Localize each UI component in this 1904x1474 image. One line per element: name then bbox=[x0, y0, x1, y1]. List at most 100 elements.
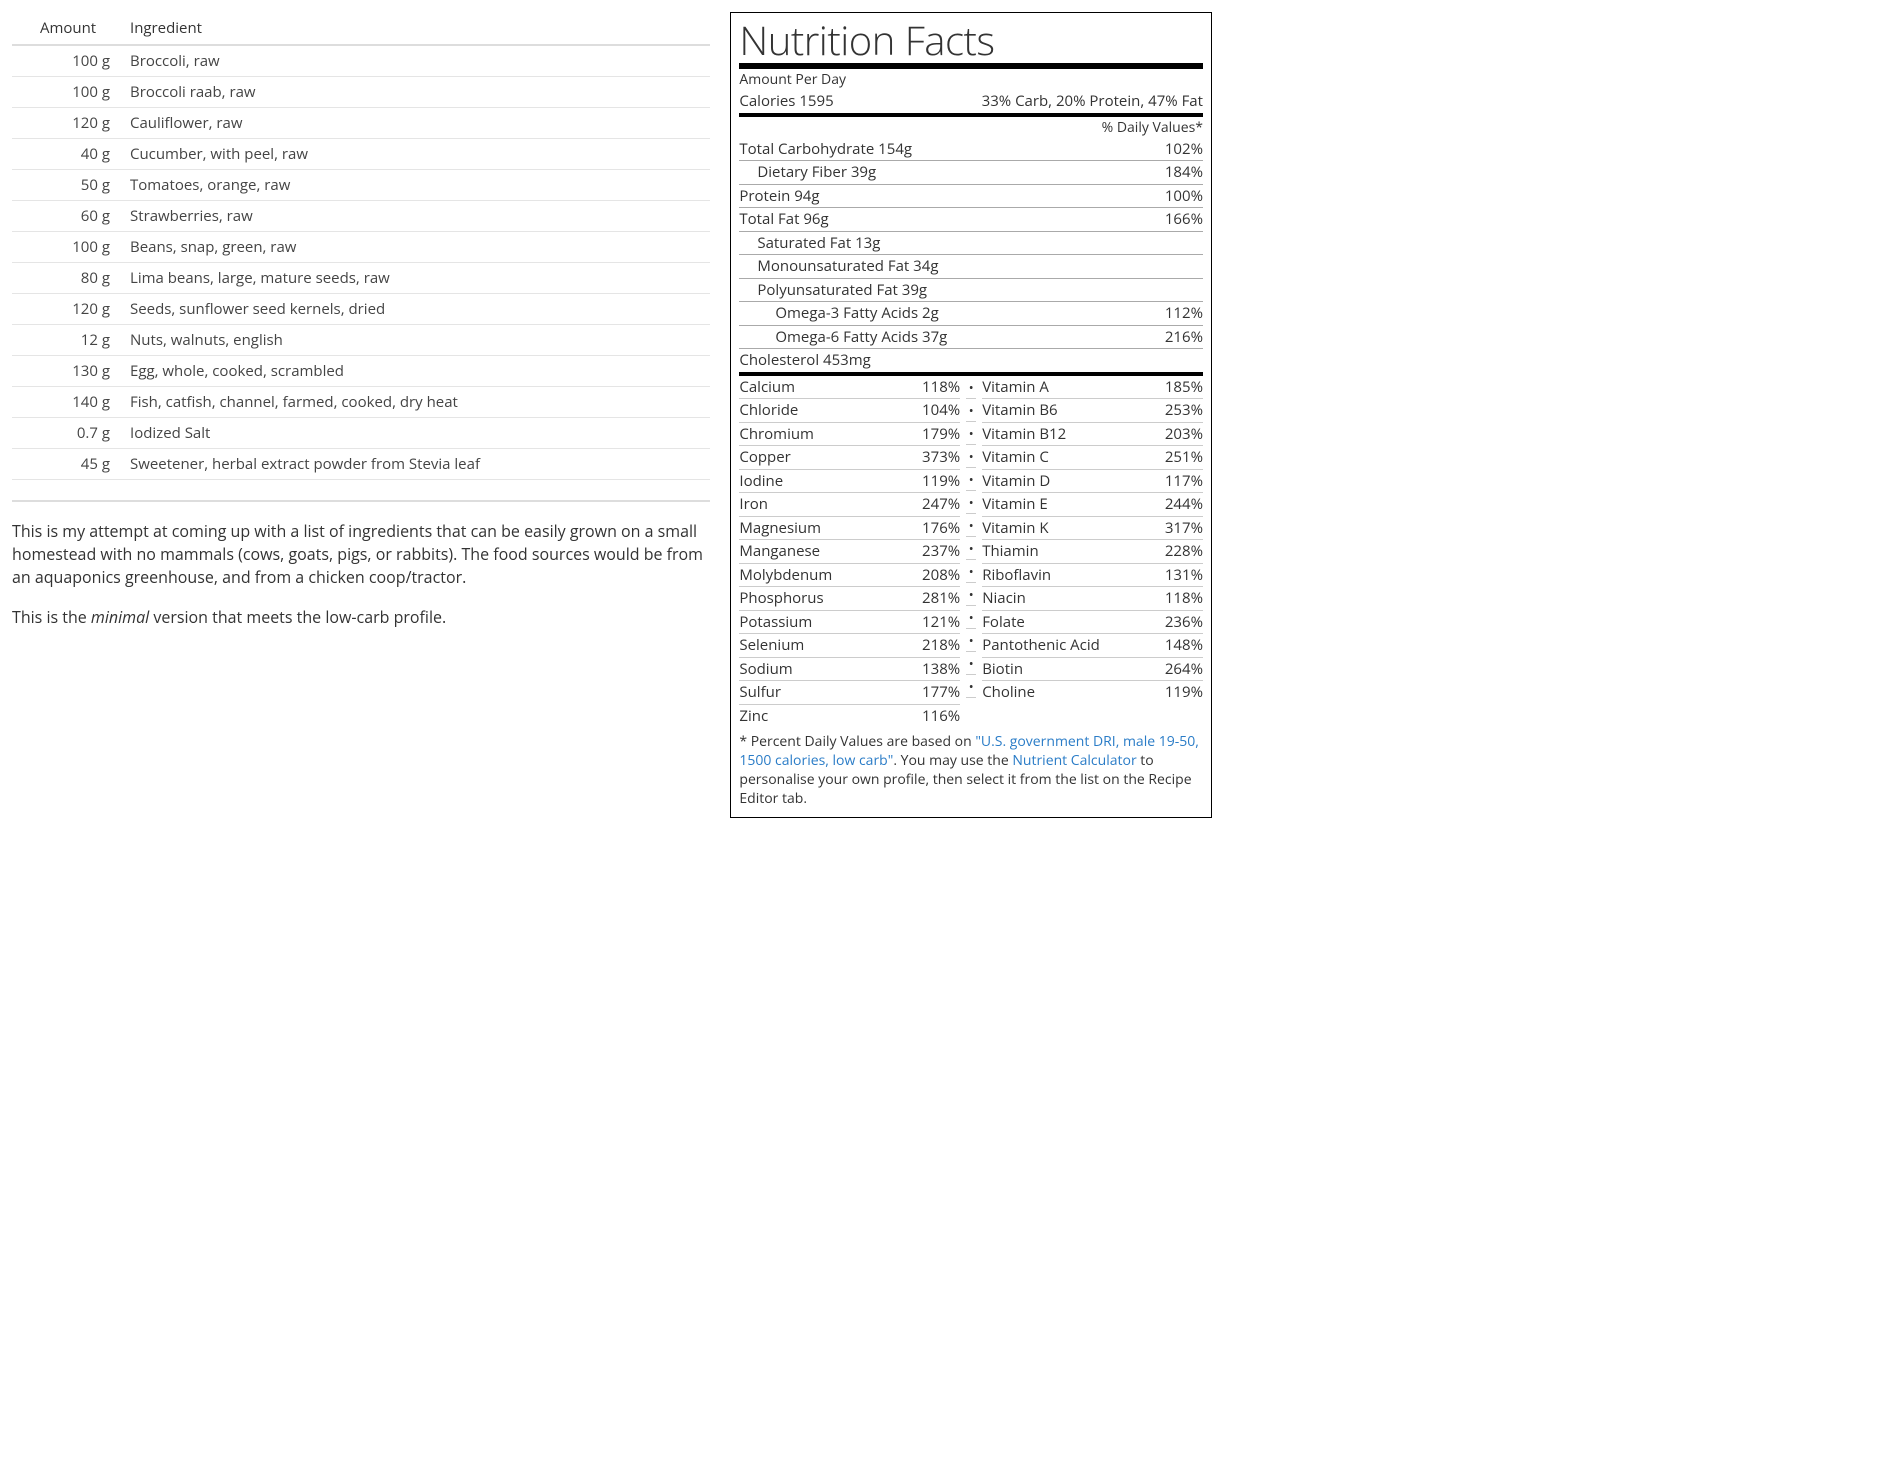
ingredient-name: Egg, whole, cooked, scrambled bbox=[120, 356, 710, 387]
bullet-icon bbox=[966, 697, 976, 698]
micro-label: Iodine bbox=[739, 470, 783, 493]
table-row: 50 gTomatoes, orange, raw bbox=[12, 170, 710, 201]
macro-label: Monounsaturated Fat 34g bbox=[739, 255, 938, 278]
micro-label: Pantothenic Acid bbox=[982, 634, 1100, 657]
micro-row: Pantothenic Acid148% bbox=[982, 633, 1203, 657]
macro-label: Total Carbohydrate 154g bbox=[739, 138, 912, 161]
micro-label: Niacin bbox=[982, 587, 1026, 610]
micro-label: Zinc bbox=[739, 705, 768, 728]
ingredient-name: Sweetener, herbal extract powder from St… bbox=[120, 449, 710, 480]
micro-label: Biotin bbox=[982, 658, 1023, 681]
ingredient-amount: 100 g bbox=[12, 77, 120, 108]
table-row: 130 gEgg, whole, cooked, scrambled bbox=[12, 356, 710, 387]
description-block: This is my attempt at coming up with a l… bbox=[12, 520, 710, 629]
para2-post: version that meets the low-carb profile. bbox=[149, 606, 446, 628]
micro-pct: 244% bbox=[1165, 493, 1203, 516]
footnote-pre: * Percent Daily Values are based on bbox=[739, 732, 975, 751]
micro-pct: 121% bbox=[922, 611, 960, 634]
nutrient-calculator-link[interactable]: Nutrient Calculator bbox=[1012, 751, 1136, 770]
micro-row: Thiamin228% bbox=[982, 539, 1203, 563]
micro-row: Vitamin A185% bbox=[982, 376, 1203, 399]
ingredient-name: Strawberries, raw bbox=[120, 201, 710, 232]
table-row: 100 gBeans, snap, green, raw bbox=[12, 232, 710, 263]
micro-pct: 119% bbox=[922, 470, 960, 493]
table-row: 120 gCauliflower, raw bbox=[12, 108, 710, 139]
micro-pct: 203% bbox=[1165, 423, 1203, 446]
ingredient-name: Cauliflower, raw bbox=[120, 108, 710, 139]
table-row: 45 gSweetener, herbal extract powder fro… bbox=[12, 449, 710, 480]
micro-pct: 177% bbox=[922, 681, 960, 704]
macro-row: Saturated Fat 13g bbox=[739, 232, 1203, 255]
micro-row: Phosphorus281% bbox=[739, 586, 960, 610]
micro-label: Iron bbox=[739, 493, 768, 516]
micro-label: Sulfur bbox=[739, 681, 781, 704]
bullet-icon: • bbox=[966, 444, 976, 467]
micro-pct: 237% bbox=[922, 540, 960, 563]
micro-row: Zinc 116% bbox=[739, 704, 960, 728]
bullet-icon: • bbox=[966, 376, 976, 398]
micro-label: Sodium bbox=[739, 658, 792, 681]
micro-label: Vitamin K bbox=[982, 517, 1048, 540]
micro-label: Phosphorus bbox=[739, 587, 823, 610]
table-row: 0.7 gIodized Salt bbox=[12, 418, 710, 449]
micro-row: Iron247% bbox=[739, 492, 960, 516]
micro-row: Sulfur 177% bbox=[739, 680, 960, 704]
micro-row: Biotin264% bbox=[982, 657, 1203, 681]
micro-pct: 131% bbox=[1165, 564, 1203, 587]
macro-label: Omega-6 Fatty Acids 37g bbox=[739, 326, 947, 349]
micro-pct: 253% bbox=[1165, 399, 1203, 422]
micro-row: Selenium218% bbox=[739, 633, 960, 657]
micro-label: Vitamin E bbox=[982, 493, 1048, 516]
dv-header: % Daily Values* bbox=[739, 117, 1203, 138]
bullet-icon: • bbox=[966, 674, 976, 697]
micro-row: Magnesium176% bbox=[739, 516, 960, 540]
micro-row: Potassium 121% bbox=[739, 610, 960, 634]
ingredient-amount: 40 g bbox=[12, 139, 120, 170]
left-column: Amount Ingredient 100 gBroccoli, raw100 … bbox=[12, 12, 710, 818]
micro-row: Vitamin K317% bbox=[982, 516, 1203, 540]
micro-label: Copper bbox=[739, 446, 790, 469]
micro-label: Molybdenum bbox=[739, 564, 832, 587]
micro-label: Vitamin D bbox=[982, 470, 1050, 493]
ingredient-amount: 0.7 g bbox=[12, 418, 120, 449]
para2-em: minimal bbox=[91, 606, 149, 628]
macro-label: Omega-3 Fatty Acids 2g bbox=[739, 302, 938, 325]
bullet-icon: • bbox=[966, 513, 976, 536]
bullet-icon: • bbox=[966, 628, 976, 651]
micro-pct: 176% bbox=[922, 517, 960, 540]
ingredient-name: Beans, snap, green, raw bbox=[120, 232, 710, 263]
micro-row: Vitamin C251% bbox=[982, 445, 1203, 469]
micro-pct: 138% bbox=[922, 658, 960, 681]
nutrition-footnote: * Percent Daily Values are based on "U.S… bbox=[739, 733, 1203, 809]
description-para1: This is my attempt at coming up with a l… bbox=[12, 520, 710, 590]
ingredient-amount: 50 g bbox=[12, 170, 120, 201]
micro-row: Sodium 138% bbox=[739, 657, 960, 681]
macro-row: Polyunsaturated Fat 39g bbox=[739, 279, 1203, 302]
micro-pct: 218% bbox=[922, 634, 960, 657]
bullet-icon: • bbox=[966, 651, 976, 674]
micro-pct: 119% bbox=[1165, 681, 1203, 704]
ingredient-amount: 60 g bbox=[12, 201, 120, 232]
micro-label: Folate bbox=[982, 611, 1025, 634]
macro-row: Dietary Fiber 39g184% bbox=[739, 161, 1203, 184]
ingredients-table: Amount Ingredient 100 gBroccoli, raw100 … bbox=[12, 12, 710, 502]
table-row: 100 gBroccoli raab, raw bbox=[12, 77, 710, 108]
bullet-icon: • bbox=[966, 605, 976, 628]
micro-label: Potassium bbox=[739, 611, 812, 634]
ingredient-name: Seeds, sunflower seed kernels, dried bbox=[120, 294, 710, 325]
macro-label: Dietary Fiber 39g bbox=[739, 161, 876, 184]
right-column: Nutrition Facts Amount Per Day Calories … bbox=[730, 12, 1212, 818]
table-row: 100 gBroccoli, raw bbox=[12, 45, 710, 77]
macro-pct: 102% bbox=[1165, 138, 1203, 161]
ingredient-amount: 120 g bbox=[12, 294, 120, 325]
micro-row: Molybdenum208% bbox=[739, 563, 960, 587]
nutrition-facts-label: Nutrition Facts Amount Per Day Calories … bbox=[730, 12, 1212, 818]
micro-pct: 116% bbox=[922, 705, 960, 728]
table-row: 80 gLima beans, large, mature seeds, raw bbox=[12, 263, 710, 294]
ingredient-amount: 12 g bbox=[12, 325, 120, 356]
micro-label: Vitamin B6 bbox=[982, 399, 1057, 422]
ingredient-name: Broccoli, raw bbox=[120, 45, 710, 77]
table-row: 140 gFish, catfish, channel, farmed, coo… bbox=[12, 387, 710, 418]
ingredient-name: Tomatoes, orange, raw bbox=[120, 170, 710, 201]
macro-row: Cholesterol 453mg bbox=[739, 349, 1203, 372]
